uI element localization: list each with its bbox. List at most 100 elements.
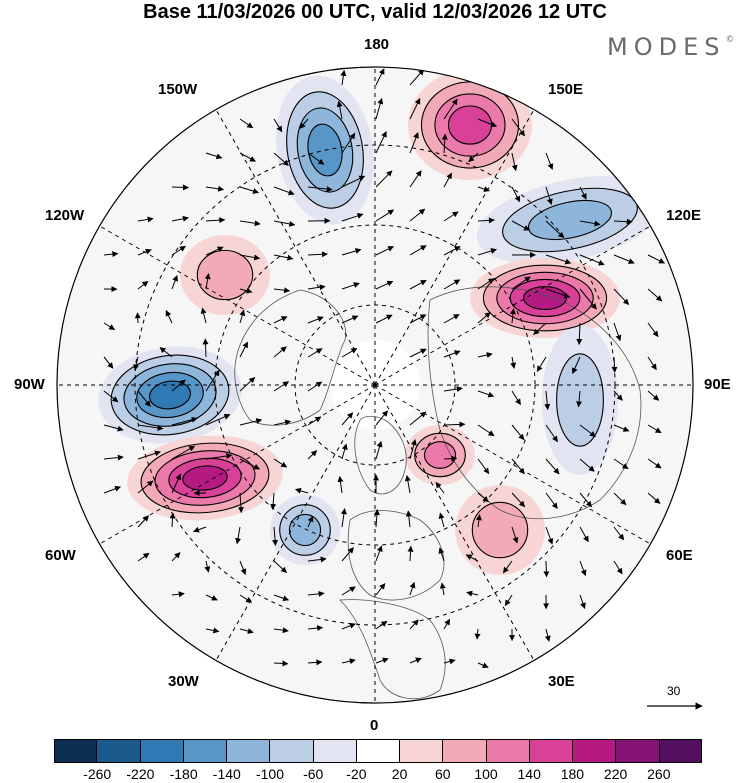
wind-arrow — [409, 279, 427, 290]
wind-arrow — [171, 445, 196, 460]
wind-arrow — [273, 627, 289, 634]
wind-arrow — [273, 560, 287, 573]
wind-arrow — [438, 547, 445, 562]
wind-arrow — [273, 118, 283, 133]
wind-arrow — [439, 582, 446, 596]
wind-arrow — [307, 152, 325, 165]
wind-arrow — [468, 152, 479, 163]
wind-arrow — [205, 369, 220, 392]
wind-arrow — [579, 424, 596, 438]
wind-arrow — [576, 322, 583, 346]
height-contour — [196, 249, 254, 301]
wind-arrow — [579, 458, 595, 472]
wind-arrow — [409, 411, 427, 426]
wind-arrow — [647, 356, 657, 371]
wind-arrow — [544, 628, 551, 642]
wind-arrow — [273, 660, 289, 667]
colorbar-tick-label: -140 — [212, 766, 241, 782]
wind-arrow — [474, 628, 481, 640]
colorbar-swatch — [54, 739, 98, 763]
contour-lines — [110, 81, 638, 559]
wind-arrow — [579, 220, 601, 227]
wind-arrow — [341, 586, 356, 596]
wind-arrow — [273, 254, 294, 261]
wind-arrow — [613, 458, 629, 470]
wind-arrow — [405, 510, 412, 528]
height-contour — [140, 442, 270, 514]
wind-arrow — [307, 590, 325, 597]
wind-arrow — [272, 526, 279, 546]
height-contour — [288, 513, 322, 547]
wind-arrow — [205, 594, 218, 601]
wind-arrow — [443, 172, 452, 188]
wind-arrow — [341, 412, 354, 426]
wind-arrow — [545, 458, 560, 475]
wind-arrow — [205, 152, 223, 160]
wind-arrow — [613, 526, 625, 541]
longitude-label-60e: 60E — [666, 547, 693, 564]
wind-arrow — [477, 118, 498, 128]
meridian-line — [209, 384, 376, 672]
negative-anomaly-band — [556, 353, 604, 447]
wind-arrow — [103, 424, 124, 432]
colorbar-swatch — [313, 739, 357, 763]
wind-arrow — [103, 322, 116, 331]
wind-arrow — [307, 284, 326, 291]
wind-arrow — [613, 254, 635, 264]
wind-arrow — [341, 623, 356, 630]
meridian-line — [209, 98, 376, 386]
wind-arrow — [545, 220, 565, 239]
height-contour — [482, 264, 608, 332]
wind-arrow — [239, 254, 261, 261]
height-contour — [286, 91, 364, 209]
wind-arrow — [511, 276, 531, 290]
wind-arrow — [511, 152, 518, 172]
wind-arrow — [273, 287, 291, 294]
wind-arrow — [545, 526, 554, 545]
wind-arrow — [307, 348, 323, 358]
wind-arrow — [295, 487, 309, 494]
meridian-line — [374, 384, 541, 672]
modes-logo: MODES© — [607, 33, 735, 61]
colorbar-tick-label: -220 — [126, 766, 155, 782]
longitude-label-120e: 120E — [666, 207, 702, 224]
wind-arrow — [273, 220, 296, 227]
wind-arrow — [443, 455, 458, 462]
wind-arrow — [579, 560, 587, 577]
wind-arrow — [545, 492, 558, 509]
wind-arrow — [477, 311, 491, 324]
wind-arrow — [511, 186, 521, 203]
height-contour — [110, 354, 230, 436]
wind-arrow — [307, 515, 314, 528]
wind-arrow — [613, 492, 627, 506]
wind-arrow — [239, 341, 249, 358]
wind-arrow — [165, 310, 173, 324]
colorbar-tick-label: 60 — [435, 766, 451, 782]
wind-arrow — [307, 416, 322, 426]
height-contour — [414, 432, 466, 478]
wind-arrow — [647, 424, 662, 434]
wind-arrow — [171, 274, 178, 290]
wind-arrow — [205, 453, 233, 460]
wind-arrow — [307, 625, 324, 632]
wind-arrow — [441, 133, 448, 154]
wind-arrow — [205, 217, 226, 224]
height-contour — [509, 278, 581, 318]
wind-arrow — [443, 350, 461, 358]
wind-arrow — [647, 492, 661, 504]
meridian-line — [374, 219, 662, 386]
wind-arrow — [576, 390, 582, 408]
wind-arrow — [205, 185, 225, 192]
positive-anomaly-band — [197, 250, 253, 300]
wind-arrow — [159, 347, 173, 358]
positive-anomaly-band — [182, 465, 228, 491]
wind-arrow — [171, 184, 189, 191]
wind-arrow — [239, 418, 263, 426]
wind-arrow — [341, 547, 354, 562]
wind-arrow — [375, 657, 389, 664]
colorbar-swatch — [573, 739, 617, 763]
wind-arrow — [341, 175, 366, 188]
wind-arrow — [409, 132, 419, 154]
colorbar-frame — [54, 739, 702, 763]
colorbar-tick-label: -60 — [303, 766, 324, 782]
